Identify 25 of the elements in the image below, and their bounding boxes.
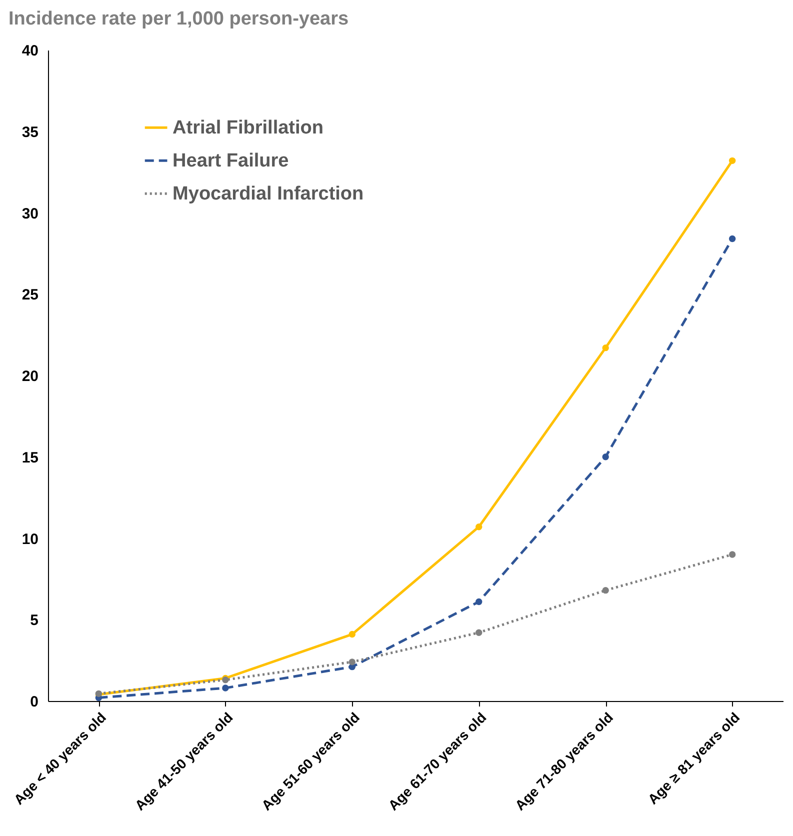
point [602,586,609,594]
legend-label: Heart Failure [172,150,289,172]
point [476,629,482,636]
point [222,684,229,692]
y-axis-title: Incidence rate per 1,000 person-years [8,8,349,30]
point [602,344,609,352]
y-tick-label: 30 [22,205,38,222]
y-tick-label: 25 [22,286,38,304]
point [728,235,736,242]
y-tick-label: 35 [22,124,38,141]
y-tick-label: 0 [30,694,38,710]
y-tick-label: 40 [22,42,38,60]
y-tick-label: 20 [22,368,38,385]
point [348,630,356,638]
point [476,524,482,530]
point [348,658,356,666]
y-tick-label: 5 [30,612,38,630]
point [728,157,736,164]
point [476,598,482,606]
y-tick-label: 15 [22,449,38,466]
point [602,454,609,460]
legend-label: Atrial Fibrillation [172,118,324,139]
point [728,551,736,558]
legend-label: Myocardial Infarction [172,184,364,205]
y-tick-label: 10 [22,530,38,548]
